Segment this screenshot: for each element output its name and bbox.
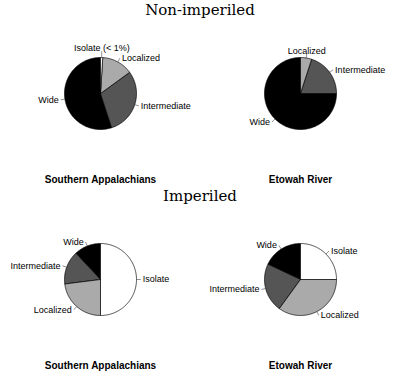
svg-text:Intermediate: Intermediate <box>11 261 61 271</box>
svg-text:Etowah River: Etowah River <box>269 360 332 371</box>
svg-text:Intermediate: Intermediate <box>335 65 385 75</box>
svg-text:Intermediate: Intermediate <box>141 101 191 111</box>
svg-text:Etowah River: Etowah River <box>269 174 332 185</box>
svg-text:Localized: Localized <box>34 305 72 315</box>
svg-text:Isolate: Isolate <box>331 246 358 256</box>
html-text:Imperiled: Imperiled <box>163 187 237 205</box>
svg-text:Localized: Localized <box>288 46 326 56</box>
svg-text:Isolate (< 1%): Isolate (< 1%) <box>74 43 130 53</box>
svg-text:Southern Appalachians: Southern Appalachians <box>45 174 157 185</box>
svg-text:Localized: Localized <box>122 53 160 63</box>
svg-text:Wide: Wide <box>63 237 84 247</box>
svg-text:Intermediate: Intermediate <box>209 284 259 294</box>
svg-text:Isolate: Isolate <box>143 274 170 284</box>
svg-text:Wide: Wide <box>249 117 270 127</box>
svg-text:Wide: Wide <box>256 240 277 250</box>
svg-text:Wide: Wide <box>38 95 59 105</box>
svg-text:Southern Appalachians: Southern Appalachians <box>45 360 157 371</box>
html-text:Non-imperiled: Non-imperiled <box>145 1 255 19</box>
svg-text:Localized: Localized <box>321 310 359 320</box>
